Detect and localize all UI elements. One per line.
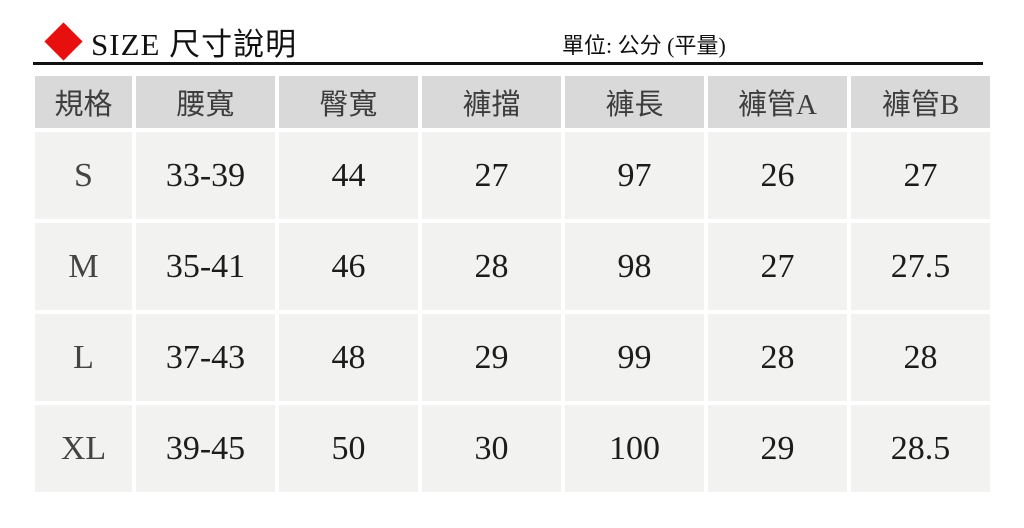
value-cell: 28 — [708, 314, 847, 401]
value-cell: 97 — [565, 132, 704, 219]
value-cell: 29 — [422, 314, 561, 401]
value-cell: 30 — [422, 405, 561, 492]
size-cell: XL — [35, 405, 132, 492]
column-header-waist: 腰寬 — [136, 76, 275, 128]
value-cell: 98 — [565, 223, 704, 310]
size-cell: L — [35, 314, 132, 401]
value-cell: 48 — [279, 314, 418, 401]
value-cell: 28.5 — [851, 405, 990, 492]
column-header-length: 褲長 — [565, 76, 704, 128]
table-header-row: 規格 腰寬 臀寬 褲擋 褲長 褲管A 褲管B — [35, 76, 990, 128]
header: SIZE 尺寸說明 單位: 公分 (平量) — [0, 0, 1024, 65]
column-header-leg-a: 褲管A — [708, 76, 847, 128]
value-cell: 37-43 — [136, 314, 275, 401]
column-header-spec: 規格 — [35, 76, 132, 128]
value-cell: 29 — [708, 405, 847, 492]
value-cell: 50 — [279, 405, 418, 492]
size-table: 規格 腰寬 臀寬 褲擋 褲長 褲管A 褲管B S 33-39 44 27 97 … — [31, 72, 994, 496]
page-title: SIZE 尺寸說明 — [91, 26, 298, 62]
size-cell: M — [35, 223, 132, 310]
column-header-hip: 臀寬 — [279, 76, 418, 128]
size-cell: S — [35, 132, 132, 219]
value-cell: 27 — [851, 132, 990, 219]
value-cell: 33-39 — [136, 132, 275, 219]
value-cell: 28 — [851, 314, 990, 401]
diamond-icon — [44, 21, 83, 61]
value-cell: 39-45 — [136, 405, 275, 492]
value-cell: 27 — [708, 223, 847, 310]
table-row-xl: XL 39-45 50 30 100 29 28.5 — [35, 405, 990, 492]
title-row: SIZE 尺寸說明 — [0, 20, 1024, 62]
value-cell: 99 — [565, 314, 704, 401]
table-row-s: S 33-39 44 27 97 26 27 — [35, 132, 990, 219]
value-cell: 100 — [565, 405, 704, 492]
value-cell: 35-41 — [136, 223, 275, 310]
table-row-m: M 35-41 46 28 98 27 27.5 — [35, 223, 990, 310]
column-header-leg-b: 褲管B — [851, 76, 990, 128]
value-cell: 27.5 — [851, 223, 990, 310]
column-header-crotch: 褲擋 — [422, 76, 561, 128]
value-cell: 28 — [422, 223, 561, 310]
header-divider — [33, 62, 983, 65]
value-cell: 27 — [422, 132, 561, 219]
value-cell: 44 — [279, 132, 418, 219]
value-cell: 26 — [708, 132, 847, 219]
value-cell: 46 — [279, 223, 418, 310]
unit-label: 單位: 公分 (平量) — [562, 33, 726, 58]
table-row-l: L 37-43 48 29 99 28 28 — [35, 314, 990, 401]
